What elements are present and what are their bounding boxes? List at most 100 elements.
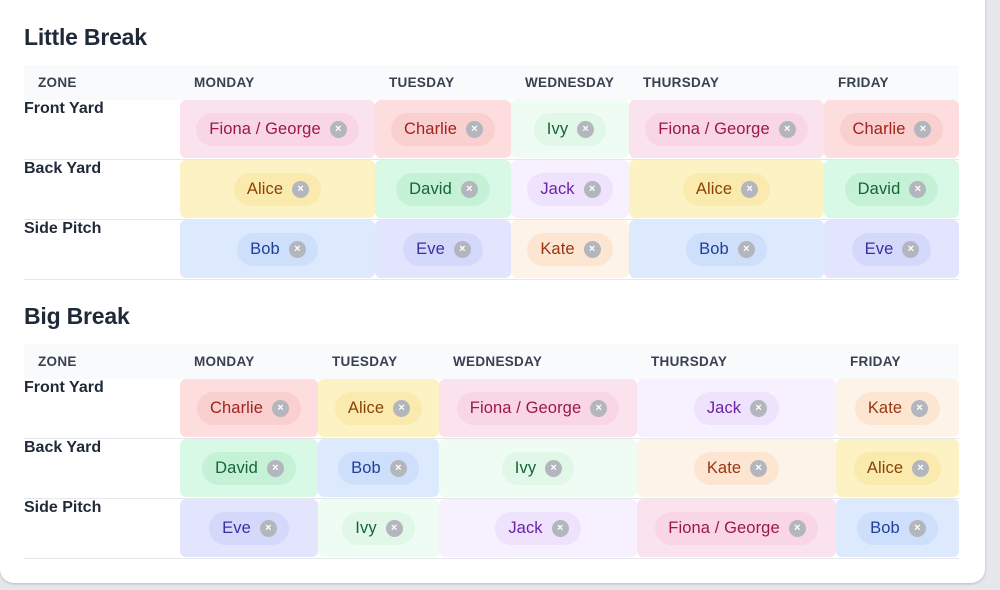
assignee-chip[interactable]: Jack × <box>495 511 581 545</box>
assignee-chip[interactable]: Ivy × <box>342 511 415 545</box>
assignee-chip[interactable]: Fiona / George × <box>655 511 818 545</box>
close-icon[interactable]: × <box>914 120 932 138</box>
close-icon[interactable]: × <box>266 459 284 477</box>
cell-dropzone[interactable]: Eve × <box>824 220 959 278</box>
cell-dropzone[interactable]: Eve × <box>180 499 318 557</box>
assignee-chip[interactable]: Fiona / George × <box>456 391 620 425</box>
close-icon[interactable]: × <box>465 120 483 138</box>
schedule-cell: Eve × <box>824 219 959 280</box>
assignee-name: David <box>215 458 258 477</box>
assignee-chip[interactable]: Alice × <box>682 172 771 206</box>
assignee-name: Bob <box>250 239 280 258</box>
assignee-chip[interactable]: Kate × <box>527 232 613 266</box>
close-icon[interactable]: × <box>393 399 411 417</box>
section-title-big-break: Big Break <box>24 303 130 329</box>
cell-dropzone[interactable]: Fiona / George × <box>439 379 637 437</box>
assignee-chip[interactable]: Ivy × <box>533 112 607 146</box>
cell-dropzone[interactable]: Eve × <box>375 220 511 278</box>
assignee-name: Ivy <box>355 518 377 537</box>
close-icon[interactable]: × <box>271 399 289 417</box>
close-icon[interactable]: × <box>778 120 796 138</box>
close-icon[interactable]: × <box>453 240 471 258</box>
assignee-chip[interactable]: Fiona / George × <box>196 112 359 146</box>
close-icon[interactable]: × <box>259 519 277 537</box>
close-icon[interactable]: × <box>385 519 403 537</box>
cell-dropzone[interactable]: Bob × <box>836 499 959 557</box>
cell-dropzone[interactable]: Kate × <box>511 220 629 278</box>
close-icon[interactable]: × <box>750 399 768 417</box>
assignee-chip[interactable]: David × <box>202 451 296 485</box>
assignee-chip[interactable]: Bob × <box>338 451 419 485</box>
cell-dropzone[interactable]: Bob × <box>318 439 439 497</box>
close-icon[interactable]: × <box>288 240 306 258</box>
assignee-chip[interactable]: Kate × <box>693 451 780 485</box>
close-icon[interactable]: × <box>912 459 930 477</box>
cell-dropzone[interactable]: David × <box>180 439 318 497</box>
assignee-name: Ivy <box>514 458 537 477</box>
assignee-chip[interactable]: Charlie × <box>839 112 944 146</box>
assignee-chip[interactable]: David × <box>844 172 939 206</box>
close-icon[interactable]: × <box>737 240 755 258</box>
assignee-chip[interactable]: Eve × <box>209 511 289 545</box>
close-icon[interactable]: × <box>389 459 407 477</box>
schedule-cell: Jack × <box>511 159 629 220</box>
close-icon[interactable]: × <box>909 180 927 198</box>
assignee-chip[interactable]: Bob × <box>686 232 767 266</box>
cell-dropzone[interactable]: Charlie × <box>180 379 318 437</box>
cell-dropzone[interactable]: Ivy × <box>318 499 439 557</box>
cell-dropzone[interactable]: Fiona / George × <box>629 100 824 158</box>
assignee-name: Fiona / George <box>658 119 770 138</box>
schedule-cell: Ivy × <box>511 100 629 160</box>
assignee-chip[interactable]: Alice × <box>233 172 322 206</box>
assignee-chip[interactable]: Eve × <box>851 232 932 266</box>
cell-dropzone[interactable]: Jack × <box>511 160 629 218</box>
close-icon[interactable]: × <box>460 180 478 198</box>
cell-dropzone[interactable]: Ivy × <box>439 439 637 497</box>
assignee-chip[interactable]: Bob × <box>237 232 318 266</box>
close-icon[interactable]: × <box>583 180 601 198</box>
cell-dropzone[interactable]: Charlie × <box>824 100 959 158</box>
close-icon[interactable]: × <box>292 180 310 198</box>
cell-dropzone[interactable]: Jack × <box>637 379 836 437</box>
cell-dropzone[interactable]: Kate × <box>637 439 836 497</box>
assignee-chip[interactable]: Charlie × <box>391 112 495 146</box>
close-icon[interactable]: × <box>750 459 768 477</box>
cell-dropzone[interactable]: Charlie × <box>375 100 511 158</box>
close-icon[interactable]: × <box>329 120 347 138</box>
cell-dropzone[interactable]: Alice × <box>629 160 824 218</box>
assignee-chip[interactable]: Charlie × <box>197 391 301 425</box>
cell-dropzone[interactable]: David × <box>375 160 511 218</box>
assignee-chip[interactable]: Fiona / George × <box>645 112 808 146</box>
cell-dropzone[interactable]: Jack × <box>439 499 637 557</box>
cell-dropzone[interactable]: Alice × <box>180 160 375 218</box>
assignee-chip[interactable]: Jack × <box>693 391 780 425</box>
assignee-chip[interactable]: Alice × <box>334 391 423 425</box>
assignee-chip[interactable]: Bob × <box>857 511 938 545</box>
close-icon[interactable]: × <box>590 399 608 417</box>
assignee-chip[interactable]: David × <box>396 172 490 206</box>
cell-dropzone[interactable]: Ivy × <box>511 100 629 158</box>
assignee-chip[interactable]: Kate × <box>854 391 941 425</box>
close-icon[interactable]: × <box>551 519 569 537</box>
assignee-chip[interactable]: Jack × <box>527 172 613 206</box>
close-icon[interactable]: × <box>583 240 601 258</box>
assignee-chip[interactable]: Ivy × <box>501 451 575 485</box>
cell-dropzone[interactable]: Alice × <box>318 379 439 437</box>
close-icon[interactable]: × <box>908 519 926 537</box>
schedule-cell: Ivy × <box>318 498 439 559</box>
cell-dropzone[interactable]: David × <box>824 160 959 218</box>
cell-dropzone[interactable]: Fiona / George × <box>180 100 375 158</box>
close-icon[interactable]: × <box>911 399 929 417</box>
close-icon[interactable]: × <box>788 519 806 537</box>
assignee-chip[interactable]: Eve × <box>403 232 483 266</box>
cell-dropzone[interactable]: Bob × <box>180 220 375 278</box>
assignee-chip[interactable]: Alice × <box>853 451 942 485</box>
close-icon[interactable]: × <box>577 120 595 138</box>
close-icon[interactable]: × <box>902 240 920 258</box>
cell-dropzone[interactable]: Bob × <box>629 220 824 278</box>
cell-dropzone[interactable]: Kate × <box>836 379 959 437</box>
close-icon[interactable]: × <box>545 459 563 477</box>
close-icon[interactable]: × <box>741 180 759 198</box>
cell-dropzone[interactable]: Alice × <box>836 439 959 497</box>
cell-dropzone[interactable]: Fiona / George × <box>637 499 836 557</box>
